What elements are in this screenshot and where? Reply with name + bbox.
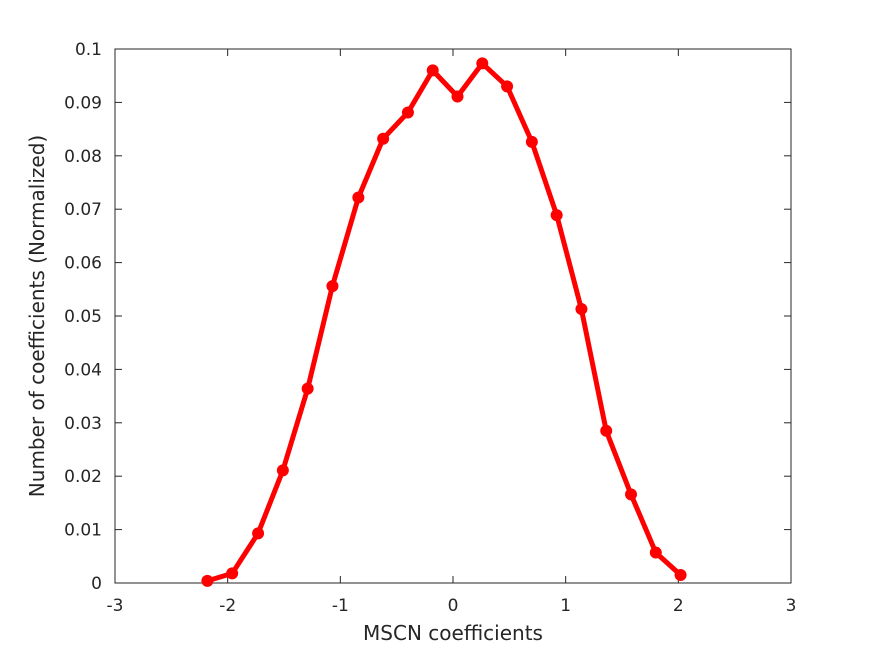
data-point <box>575 303 588 316</box>
series-line <box>204 60 684 584</box>
data-point <box>674 568 687 581</box>
x-tick-label: 0 <box>448 596 459 616</box>
x-tick-label: -1 <box>332 596 349 616</box>
data-point <box>226 567 239 580</box>
x-tick-label: -2 <box>219 596 236 616</box>
x-tick-label: 3 <box>786 596 797 616</box>
x-axis-title: MSCN coefficients <box>363 621 543 645</box>
y-tick-label: 0.03 <box>64 414 102 434</box>
y-axis-title: Number of coefficients (Normalized) <box>25 135 49 497</box>
y-tick-label: 0.06 <box>64 254 102 274</box>
data-point <box>451 90 464 103</box>
data-point <box>326 280 339 293</box>
data-point <box>401 106 414 119</box>
data-point <box>501 80 514 93</box>
series-layer <box>201 57 687 587</box>
data-point <box>525 135 538 148</box>
data-point <box>550 209 563 222</box>
y-tick-labels: 0 0.01 0.02 0.03 0.04 0.05 0.06 0.07 0.08 0.09 0.1 <box>64 40 102 594</box>
data-point <box>377 132 390 145</box>
x-tick-label: 1 <box>560 596 571 616</box>
y-tick-label: 0.09 <box>64 93 102 113</box>
axis-ticks <box>114 48 792 584</box>
data-point <box>600 424 613 437</box>
data-point <box>352 191 365 204</box>
y-tick-label: 0.04 <box>64 360 102 380</box>
y-tick-label: 0.05 <box>64 307 102 327</box>
data-point <box>201 574 214 587</box>
data-point <box>649 546 662 559</box>
x-tick-labels: -3 -2 -1 0 1 2 3 <box>107 596 797 616</box>
data-point <box>301 382 314 395</box>
x-tick-label: -3 <box>107 596 124 616</box>
data-point <box>426 64 439 77</box>
y-tick-label: 0.02 <box>64 467 102 487</box>
y-tick-label: 0.1 <box>75 40 102 60</box>
data-point <box>252 527 265 540</box>
data-point <box>625 488 638 501</box>
data-point <box>476 57 489 70</box>
y-tick-label: 0.01 <box>64 521 102 541</box>
y-tick-label: 0.08 <box>64 147 102 167</box>
data-point <box>276 464 289 477</box>
y-tick-label: 0 <box>91 574 102 594</box>
plot-area <box>114 48 792 584</box>
x-tick-label: 2 <box>673 596 684 616</box>
y-tick-label: 0.07 <box>64 200 102 220</box>
